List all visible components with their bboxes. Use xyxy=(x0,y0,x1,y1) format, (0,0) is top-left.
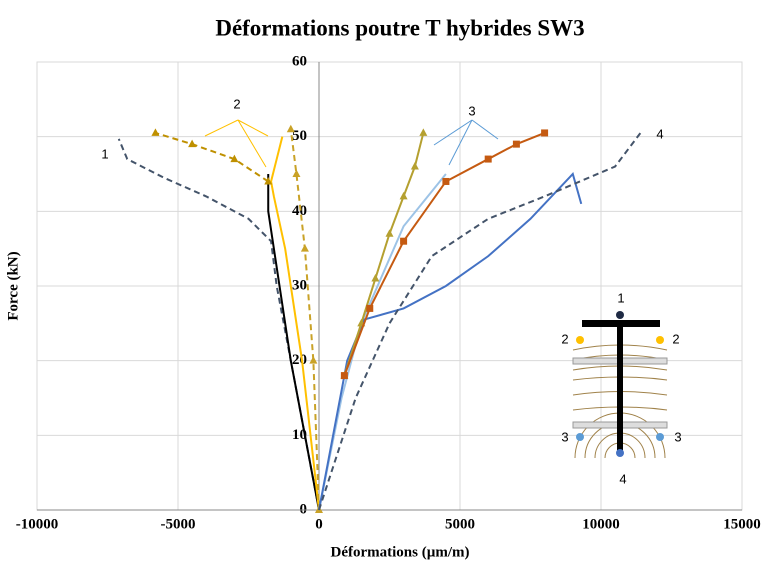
marker xyxy=(442,177,450,185)
annotation-arrows xyxy=(204,119,499,168)
data-line xyxy=(155,131,269,183)
y-tick-label: 60 xyxy=(292,53,307,69)
inset-label: 2 xyxy=(672,331,679,346)
marker xyxy=(410,162,419,170)
marker xyxy=(286,124,295,133)
arrow-2 xyxy=(204,119,269,168)
annotation: 1 xyxy=(101,146,108,161)
x-tick-label: 5000 xyxy=(445,516,475,532)
data-line xyxy=(267,174,320,511)
gauge-3 xyxy=(576,433,584,441)
arrow-3 xyxy=(433,119,499,166)
gauge-2 xyxy=(656,336,664,344)
inset-label: 4 xyxy=(619,471,626,486)
data-line xyxy=(270,136,320,511)
x-tick-label: 0 xyxy=(315,516,323,532)
marker xyxy=(230,154,239,163)
data-line xyxy=(318,132,642,511)
y-tick-label: 0 xyxy=(300,501,308,517)
gauge-1 xyxy=(616,311,624,319)
gauge-3 xyxy=(656,433,664,441)
x-axis-label: Déformations (µm/m) xyxy=(330,544,469,560)
y-tick-label: 40 xyxy=(292,203,307,219)
y-tick-label: 20 xyxy=(292,352,307,368)
annotation: 2 xyxy=(233,96,240,111)
inset-label: 1 xyxy=(617,290,624,305)
y-axis-label: Force (kN) xyxy=(5,251,21,320)
chart-title: Déformations poutre T hybrides SW3 xyxy=(215,15,584,40)
annotation: 4 xyxy=(656,126,663,141)
x-tick-label: -5000 xyxy=(161,516,196,532)
marker xyxy=(484,155,492,163)
marker xyxy=(309,356,318,364)
x-tick-label: 10000 xyxy=(582,516,620,532)
marker xyxy=(399,191,408,200)
marker xyxy=(151,128,160,136)
marker xyxy=(188,139,197,148)
marker xyxy=(300,244,309,252)
y-tick-label: 50 xyxy=(292,128,307,144)
marker xyxy=(419,128,428,136)
beam-section: 1 2 2 3 3 4 xyxy=(561,290,681,486)
gauge-2 xyxy=(576,336,584,344)
marker xyxy=(264,176,273,185)
marker xyxy=(371,274,380,282)
inset-label: 3 xyxy=(674,429,681,444)
gauge-4 xyxy=(616,449,624,457)
web xyxy=(617,320,623,455)
marker xyxy=(385,229,394,237)
marker xyxy=(292,169,301,177)
inset-label: 3 xyxy=(561,429,568,444)
inset-label: 2 xyxy=(561,331,568,346)
data-line xyxy=(117,138,320,511)
y-tick-label: 30 xyxy=(292,277,307,293)
marker xyxy=(400,237,408,245)
marker xyxy=(340,372,348,380)
x-tick-label: -10000 xyxy=(16,516,59,532)
marker xyxy=(366,304,374,312)
marker xyxy=(512,140,520,148)
x-tick-label: 15000 xyxy=(723,516,761,532)
annotation: 3 xyxy=(468,103,475,118)
marker xyxy=(541,129,549,137)
